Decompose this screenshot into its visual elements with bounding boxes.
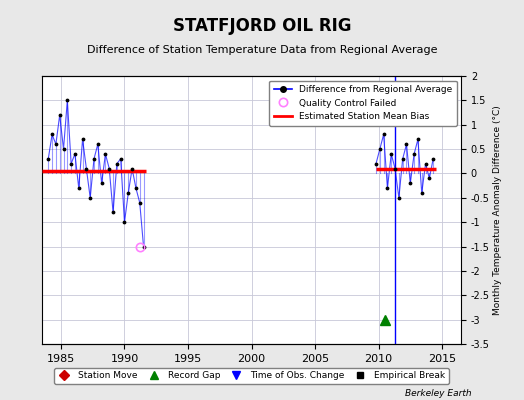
Y-axis label: Monthly Temperature Anomaly Difference (°C): Monthly Temperature Anomaly Difference (… — [493, 105, 501, 315]
Text: Berkeley Earth: Berkeley Earth — [405, 389, 472, 398]
Text: STATFJORD OIL RIG: STATFJORD OIL RIG — [173, 17, 351, 35]
Text: Difference of Station Temperature Data from Regional Average: Difference of Station Temperature Data f… — [87, 45, 437, 55]
Legend: Station Move, Record Gap, Time of Obs. Change, Empirical Break: Station Move, Record Gap, Time of Obs. C… — [54, 368, 449, 384]
Legend: Difference from Regional Average, Quality Control Failed, Estimated Station Mean: Difference from Regional Average, Qualit… — [269, 80, 456, 126]
